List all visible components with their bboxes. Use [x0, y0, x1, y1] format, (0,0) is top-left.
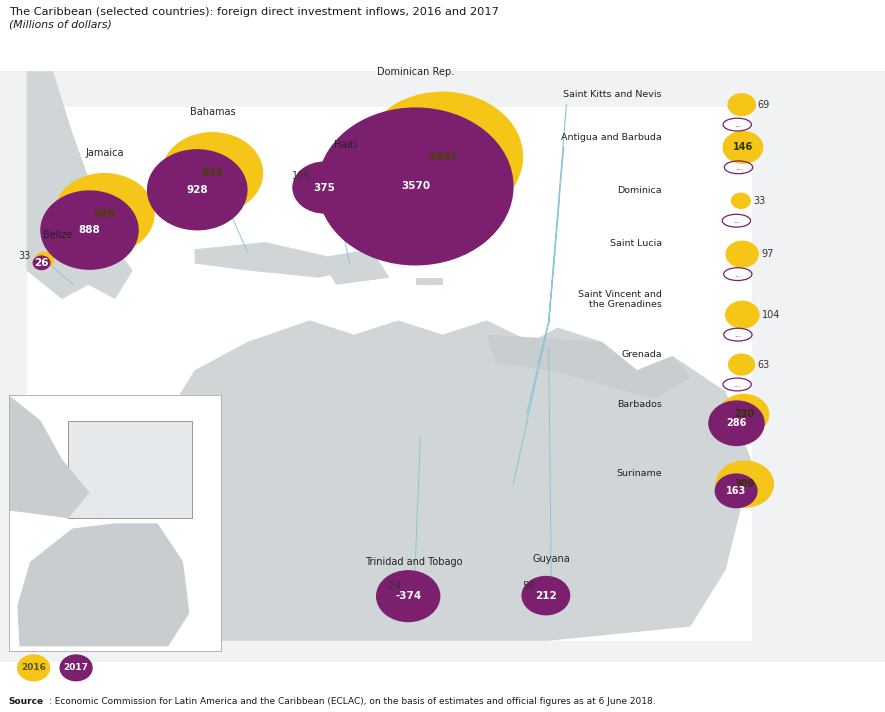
Text: ...: ... — [735, 330, 742, 339]
Text: 286: 286 — [727, 418, 747, 428]
Text: 2016: 2016 — [21, 664, 46, 672]
FancyBboxPatch shape — [27, 107, 752, 641]
Text: 943: 943 — [202, 168, 223, 178]
Circle shape — [720, 394, 769, 434]
Circle shape — [723, 132, 763, 163]
Text: (Millions of dollars): (Millions of dollars) — [9, 20, 112, 30]
Text: Haiti: Haiti — [334, 140, 357, 150]
Polygon shape — [195, 242, 381, 278]
Polygon shape — [487, 335, 690, 399]
Circle shape — [539, 580, 564, 600]
Text: Dominican Rep.: Dominican Rep. — [377, 67, 455, 77]
Text: Suriname: Suriname — [616, 469, 662, 478]
Circle shape — [716, 461, 773, 507]
Text: Belize: Belize — [42, 230, 73, 240]
Polygon shape — [416, 278, 442, 285]
Text: 97: 97 — [761, 249, 773, 259]
Text: Saint Kitts and Nevis: Saint Kitts and Nevis — [564, 90, 662, 99]
Text: 230: 230 — [734, 409, 754, 419]
Circle shape — [41, 191, 138, 269]
Circle shape — [728, 94, 755, 115]
Circle shape — [728, 354, 755, 375]
Text: 375: 375 — [313, 182, 335, 192]
Circle shape — [732, 193, 750, 209]
Circle shape — [406, 583, 422, 596]
Circle shape — [34, 256, 50, 270]
Circle shape — [148, 150, 247, 230]
Polygon shape — [327, 263, 389, 285]
Text: Jamaica: Jamaica — [85, 148, 124, 158]
Text: Trinidad and Tobago: Trinidad and Tobago — [366, 557, 463, 567]
FancyBboxPatch shape — [0, 71, 885, 662]
Circle shape — [319, 108, 513, 265]
Text: 3570: 3570 — [401, 182, 430, 192]
Polygon shape — [27, 71, 133, 299]
Text: Barbados: Barbados — [617, 399, 662, 409]
Text: ...: ... — [734, 380, 741, 389]
Circle shape — [726, 241, 758, 267]
Text: 104: 104 — [762, 310, 780, 320]
Text: ...: ... — [734, 120, 741, 129]
Text: 309: 309 — [735, 479, 755, 489]
Circle shape — [18, 655, 50, 681]
Text: 26: 26 — [35, 258, 49, 268]
Text: 33: 33 — [19, 251, 30, 261]
Text: ...: ... — [735, 270, 742, 278]
Circle shape — [315, 166, 349, 193]
Polygon shape — [88, 320, 752, 641]
Text: Dominica: Dominica — [618, 186, 662, 195]
Text: Saint Vincent and
the Grenadines: Saint Vincent and the Grenadines — [578, 290, 662, 309]
Text: : Economic Commission for Latin America and the Caribbean (ECLAC), on the basis : : Economic Commission for Latin America … — [49, 697, 655, 706]
Text: 2017: 2017 — [64, 664, 88, 672]
Text: 2407: 2407 — [427, 152, 458, 162]
Text: The Caribbean (selected countries): foreign direct investment inflows, 2016 and : The Caribbean (selected countries): fore… — [9, 7, 499, 17]
Text: 63: 63 — [758, 360, 769, 370]
Circle shape — [55, 174, 154, 253]
Text: 163: 163 — [726, 486, 746, 496]
Circle shape — [35, 252, 54, 268]
Text: Bahamas: Bahamas — [189, 107, 235, 117]
Text: Saint Lucia: Saint Lucia — [610, 239, 662, 248]
Text: ...: ... — [735, 163, 742, 172]
Circle shape — [726, 301, 759, 328]
Circle shape — [377, 571, 440, 622]
Text: 146: 146 — [733, 142, 753, 152]
Text: 928: 928 — [187, 185, 208, 195]
Circle shape — [522, 577, 570, 614]
Text: ...: ... — [733, 216, 740, 225]
Circle shape — [709, 401, 764, 446]
Circle shape — [293, 162, 356, 213]
Text: Source: Source — [9, 697, 44, 706]
Text: Antigua and Barbuda: Antigua and Barbuda — [561, 132, 662, 142]
Text: Grenada: Grenada — [621, 350, 662, 359]
Text: 928: 928 — [94, 209, 115, 219]
Text: Guyana: Guyana — [533, 554, 570, 564]
Text: 105: 105 — [292, 171, 311, 181]
Text: 888: 888 — [79, 225, 100, 235]
Text: -374: -374 — [395, 591, 421, 601]
Circle shape — [162, 132, 263, 214]
Text: -24: -24 — [386, 581, 402, 591]
Circle shape — [715, 474, 757, 508]
Text: 33: 33 — [753, 196, 766, 206]
Text: 69: 69 — [758, 100, 770, 110]
Text: 58: 58 — [522, 581, 535, 591]
Text: 212: 212 — [535, 591, 557, 601]
Circle shape — [60, 655, 92, 681]
Circle shape — [363, 93, 522, 221]
